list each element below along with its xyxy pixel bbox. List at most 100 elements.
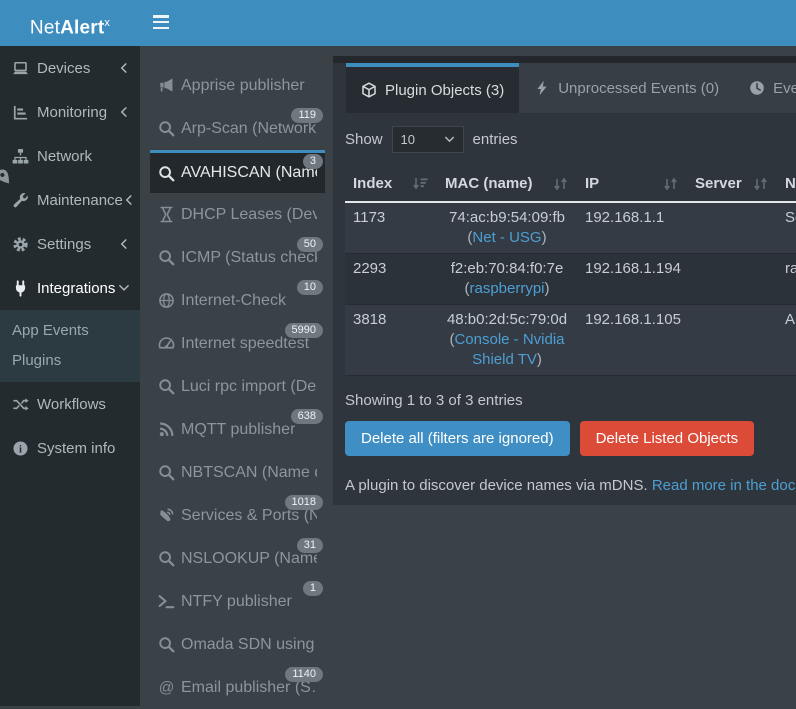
sidebar-item-monitoring[interactable]: Monitoring <box>0 90 140 134</box>
delete-all-button[interactable]: Delete all (filters are ignored) <box>345 421 570 456</box>
mac-address: 48:b0:2d:5c:79:0d <box>446 311 568 328</box>
cell-name: An <box>785 311 796 328</box>
column-header-index[interactable]: Index <box>345 166 437 201</box>
info-icon: i <box>12 440 29 457</box>
plugin-item-label: NTFY publisher <box>181 592 292 610</box>
entries-label: entries <box>472 131 518 148</box>
chart-icon <box>12 104 29 121</box>
device-name-link[interactable]: Net - USG <box>472 229 542 246</box>
plugin-item-email-publisher[interactable]: @ Email publisher (S… 1140 <box>150 666 325 709</box>
svg-text:@: @ <box>159 679 175 696</box>
plugin-item-omada-sdn[interactable]: Omada SDN using … <box>150 623 325 666</box>
sidebar-item-network[interactable]: Network <box>0 134 140 178</box>
sitemap-icon <box>12 148 29 165</box>
plugin-item-services-ports[interactable]: Services & Ports (N… 1018 <box>150 494 325 537</box>
search-icon <box>158 636 175 653</box>
sidebar-item-workflows[interactable]: Workflows <box>0 382 140 426</box>
tab-events-history[interactable]: Events History (6) <box>734 63 796 113</box>
plugin-item-arp-scan[interactable]: Arp-Scan (Network … 119 <box>150 107 325 150</box>
plugin-item-nslookup[interactable]: NSLOOKUP (Name … 31 <box>150 537 325 580</box>
plugin-item-dhcp-leases[interactable]: DHCP Leases (Devic… <box>150 193 325 236</box>
device-name-link[interactable]: Console - Nvidia Shield TV <box>454 331 565 368</box>
plugin-item-avahiscan[interactable]: AVAHISCAN (Name … 3 <box>150 150 325 193</box>
app-logo[interactable]: NetAlertx <box>29 17 111 39</box>
plugin-item-label: Luci rpc import (De… <box>181 377 317 395</box>
tab-bar: Plugin Objects (3) Unprocessed Events (0… <box>333 63 796 113</box>
action-buttons: Delete all (filters are ignored) Delete … <box>345 421 796 456</box>
plugin-item-mqtt-publisher[interactable]: MQTT publisher 638 <box>150 408 325 451</box>
cell-index: 2293 <box>353 260 387 277</box>
tab-plugin-objects[interactable]: Plugin Objects (3) <box>346 63 520 113</box>
search-icon <box>158 550 175 567</box>
plugin-item-label: NSLOOKUP (Name … <box>181 549 317 567</box>
plugin-item-ntfy-publisher[interactable]: NTFY publisher 1 <box>150 580 325 623</box>
sidebar-item-devices[interactable]: Devices <box>0 46 140 90</box>
plugin-item-icmp[interactable]: ICMP (Status check) 50 <box>150 236 325 279</box>
submenu-item-app-events[interactable]: App Events <box>12 322 89 339</box>
mac-address: 74:ac:b9:54:09:fb <box>449 209 565 226</box>
count-badge: 3 <box>302 154 323 169</box>
sort-both-icon <box>552 177 569 191</box>
plugin-item-luci-rpc-import[interactable]: Luci rpc import (De… <box>150 365 325 408</box>
cell-mac: 48:b0:2d:5c:79:0d (Console - Nvidia Shie… <box>446 311 568 368</box>
plugin-item-label: Internet speedtest <box>181 334 310 352</box>
cell-index: 3818 <box>353 311 387 328</box>
plugin-item-label: Internet-Check <box>181 291 286 309</box>
laptop-icon <box>12 60 29 77</box>
plugin-item-label: Arp-Scan (Network … <box>181 119 317 137</box>
sidebar-item-label: Monitoring <box>37 103 108 121</box>
table-row[interactable]: 1173 74:ac:b9:54:09:fb (Net - USG) 192.1… <box>345 203 796 254</box>
plugin-item-label: Email publisher (S… <box>181 678 317 696</box>
tab-unprocessed-events[interactable]: Unprocessed Events (0) <box>519 63 735 113</box>
plug-icon <box>12 279 29 297</box>
delete-listed-button[interactable]: Delete Listed Objects <box>579 421 755 456</box>
sidebar-item-label: Integrations <box>37 279 116 297</box>
sidebar-item-label: System info <box>37 439 116 457</box>
submenu-item-plugins[interactable]: Plugins <box>12 352 62 369</box>
device-name-link[interactable]: raspberrypi <box>469 280 545 297</box>
sidebar-item-label: Settings <box>37 235 92 253</box>
clock-icon <box>749 80 765 96</box>
count-badge: 1 <box>302 581 323 596</box>
sidebar-item-integrations[interactable]: Integrations <box>0 266 140 310</box>
svg-text:i: i <box>19 444 22 455</box>
tab-label: Events History (6) <box>773 79 796 97</box>
table-row[interactable]: 3818 48:b0:2d:5c:79:0d (Console - Nvidia… <box>345 305 796 376</box>
cell-server <box>687 305 777 375</box>
globe-icon <box>158 292 175 309</box>
plugin-item-apprise-publisher[interactable]: Apprise publisher <box>150 64 325 107</box>
search-icon <box>158 120 175 137</box>
plugin-item-internet-check[interactable]: Internet-Check 10 <box>150 279 325 322</box>
table-row[interactable]: 2293 f2:eb:70:84:f0:7e (raspberrypi) 192… <box>345 254 796 305</box>
sidebar-item-maintenance[interactable]: Maintenance <box>0 178 140 222</box>
sidebar-item-system-info[interactable]: i System info <box>0 426 140 470</box>
plugin-item-nbtscan[interactable]: NBTSCAN (Name di… <box>150 451 325 494</box>
megaphone-icon <box>158 77 175 94</box>
sort-desc-icon <box>412 177 429 191</box>
content-area: Apprise publisher Arp-Scan (Network … 11… <box>140 46 796 706</box>
top-navbar: NetAlertx <box>0 0 796 46</box>
column-header-name[interactable]: N <box>785 175 796 192</box>
column-header-mac[interactable]: MAC (name) <box>437 166 577 201</box>
count-badge: 5990 <box>284 323 323 338</box>
hourglass-icon <box>158 206 175 223</box>
pin-icon[interactable] <box>0 164 17 189</box>
rss-icon <box>158 421 175 438</box>
column-header-server[interactable]: Server <box>687 166 777 201</box>
page-size-select[interactable]: 10 <box>391 126 464 153</box>
sort-both-icon <box>662 177 679 191</box>
plugin-item-label: Omada SDN using … <box>181 635 317 653</box>
tab-label: Unprocessed Events (0) <box>558 79 720 97</box>
search-icon <box>158 249 175 266</box>
docs-link[interactable]: Read more in the docs. <box>651 477 796 494</box>
plugin-item-label: AVAHISCAN (Name … <box>181 164 317 181</box>
description-text: A plugin to discover device names via mD… <box>345 477 648 494</box>
sidebar-toggle-icon[interactable] <box>153 15 171 31</box>
cell-ip: 192.168.1.105 <box>585 311 681 328</box>
sidebar-item-label: Maintenance <box>37 191 123 209</box>
plugin-item-internet-speedtest[interactable]: Internet speedtest 5990 <box>150 322 325 365</box>
column-header-ip[interactable]: IP <box>577 166 687 201</box>
cell-server <box>687 203 777 253</box>
tab-label: Plugin Objects (3) <box>385 81 505 99</box>
sidebar-item-settings[interactable]: Settings <box>0 222 140 266</box>
